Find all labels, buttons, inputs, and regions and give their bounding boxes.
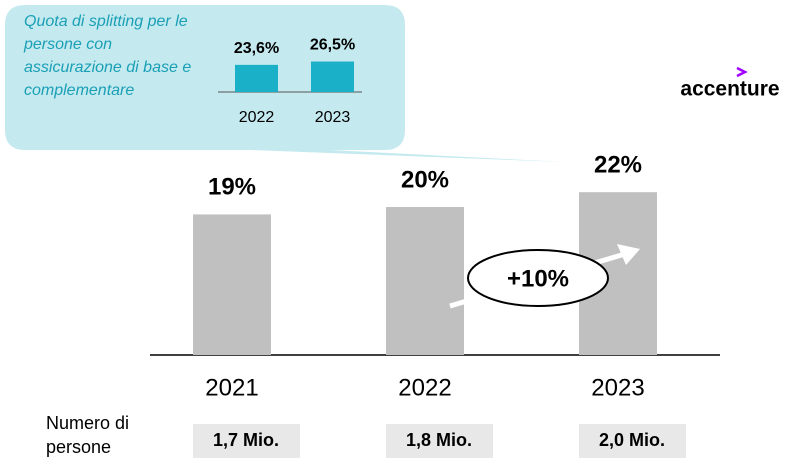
value-label: 19% [208, 174, 256, 201]
logo-mark [736, 66, 748, 78]
x-tick-label: 2022 [398, 374, 451, 401]
row-value: 1,7 Mio. [213, 430, 279, 450]
row-box [386, 424, 493, 458]
value-label: 20% [401, 166, 449, 193]
value-label: 22% [594, 152, 642, 179]
annotation: +10% [507, 265, 569, 292]
callout [5, 5, 565, 162]
inset-x-tick-label: 2023 [315, 109, 351, 126]
row-label: Numero di persone [46, 413, 130, 457]
inset-x-tick-label: 2022 [239, 109, 275, 126]
bar [386, 207, 464, 355]
row-value: 2,0 Mio. [599, 430, 665, 450]
bar [193, 214, 271, 355]
row-box [579, 424, 686, 458]
annotation-bubble [467, 249, 609, 307]
x-tick-label: 2023 [591, 374, 644, 401]
inset-bar [235, 64, 278, 92]
trend-arrowhead [617, 244, 640, 265]
inset-value-label: 26,5% [310, 37, 355, 54]
inset-title: Quota di splitting per le persone con as… [24, 13, 192, 99]
x-tick-label: 2021 [205, 374, 258, 401]
inset-bar [311, 61, 354, 92]
logo: accenture [680, 78, 779, 101]
row-value: 1,8 Mio. [406, 430, 472, 450]
inset-value-label: 23,6% [234, 40, 279, 57]
row-box [193, 424, 300, 458]
